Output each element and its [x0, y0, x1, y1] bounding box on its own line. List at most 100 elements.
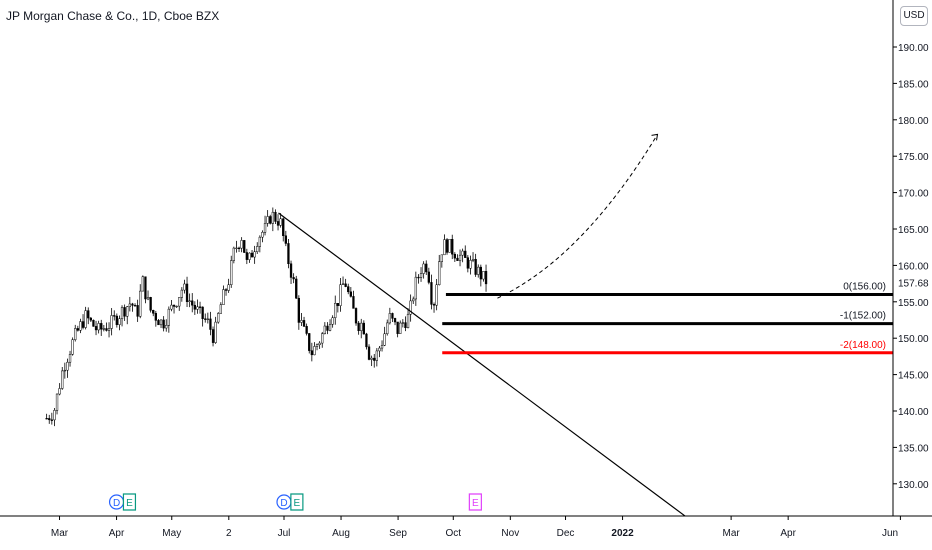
candle [427, 267, 430, 285]
candle-body [53, 410, 56, 421]
candle-body [274, 211, 277, 222]
candle-body [414, 276, 417, 300]
candle [107, 322, 111, 338]
candle-body [471, 258, 475, 261]
candle [313, 342, 316, 356]
candle-body [66, 361, 69, 371]
candle [48, 414, 51, 424]
candle [191, 293, 194, 313]
candle [477, 264, 480, 278]
projection-path[interactable] [497, 134, 658, 299]
candle [396, 321, 399, 338]
candle-body [131, 303, 134, 306]
candle [113, 310, 116, 321]
time-tick-label: Oct [445, 528, 461, 539]
time-tick-label: May [162, 528, 181, 539]
candle-body [50, 419, 53, 421]
price-tick-label: 185.00 [898, 79, 929, 90]
dividend-marker[interactable]: D [276, 494, 292, 510]
currency-button[interactable]: USD [900, 6, 928, 26]
candle [451, 234, 454, 260]
candle-body [474, 258, 477, 275]
time-axis[interactable]: Mar Apr May 2 Jul Aug Sep Oct Nov Dec 2022 Mar Apr Ju… [0, 515, 932, 550]
candle-body [323, 325, 326, 334]
drawing-overlays[interactable]: 0(156.00) -1(152.00) -2(148.00) [278, 133, 893, 521]
candle [115, 313, 118, 328]
candle-body [92, 319, 95, 327]
candle-body [196, 306, 199, 310]
dividend-marker[interactable]: D [108, 494, 125, 510]
earnings-icon [290, 493, 304, 511]
candle-body [201, 306, 204, 319]
candle [227, 278, 230, 293]
candle [105, 322, 108, 332]
candle [276, 214, 280, 231]
candle [391, 312, 394, 322]
candle [136, 299, 139, 322]
candle [165, 319, 168, 332]
candle [232, 246, 235, 264]
candle [180, 287, 183, 302]
price-tick-label: 130.00 [898, 480, 929, 491]
candle-body [362, 322, 365, 335]
candle-body [378, 347, 381, 352]
candle [97, 320, 100, 334]
candle [430, 274, 433, 310]
candle-body [141, 276, 144, 292]
trendline[interactable] [278, 212, 691, 521]
candle-body [157, 320, 160, 326]
candle-body [120, 307, 124, 319]
symbol-title: JP Morgan Chase & Co., 1D, Cboe BZX [6, 9, 220, 23]
level-0-label: 0(156.00) [843, 282, 886, 293]
candle-body [287, 243, 290, 265]
candle-body [326, 325, 329, 331]
plot-area[interactable] [45, 207, 488, 427]
candle-body [295, 278, 298, 299]
candle-body [315, 344, 319, 347]
candle-body [365, 333, 368, 348]
candle [50, 412, 53, 425]
candle [250, 249, 254, 258]
candle [178, 297, 181, 311]
candle-body [219, 304, 222, 314]
candle-body [172, 304, 176, 307]
earnings-marker[interactable]: E [290, 493, 304, 511]
price-tick-label: 170.00 [898, 189, 929, 200]
candle [118, 315, 121, 331]
candle [79, 318, 82, 334]
candle-body [214, 321, 217, 343]
time-tick-label: Apr [780, 528, 796, 539]
candle [412, 296, 415, 304]
candle [128, 296, 131, 312]
candle-body [149, 297, 152, 311]
candle-body [383, 333, 386, 346]
earnings-marker[interactable]: E [122, 493, 137, 511]
candle [188, 293, 191, 308]
candle [336, 303, 339, 313]
candle-body [245, 252, 248, 260]
candle-body [123, 307, 126, 317]
candle-body [178, 297, 181, 307]
earnings-marker[interactable]: E [468, 493, 482, 511]
candle [263, 215, 267, 236]
candle [435, 278, 438, 311]
price-axis[interactable]: 190.00 185.00 180.00 175.00 170.00 165.00 160.… [892, 0, 932, 550]
candle [133, 303, 137, 307]
candle [144, 276, 147, 304]
candle-body [191, 300, 194, 306]
projection-arrowhead [651, 133, 659, 141]
candle [440, 254, 443, 268]
candle [224, 288, 228, 296]
candle-body [193, 304, 196, 310]
candle [126, 306, 129, 325]
candle-body [289, 263, 293, 278]
candle-body [113, 315, 116, 317]
candle-body [360, 322, 363, 331]
candle [274, 209, 277, 225]
candle-body [58, 388, 61, 395]
candle [211, 326, 215, 347]
candle [237, 246, 241, 253]
candle [219, 302, 222, 314]
candle-body [227, 284, 230, 291]
